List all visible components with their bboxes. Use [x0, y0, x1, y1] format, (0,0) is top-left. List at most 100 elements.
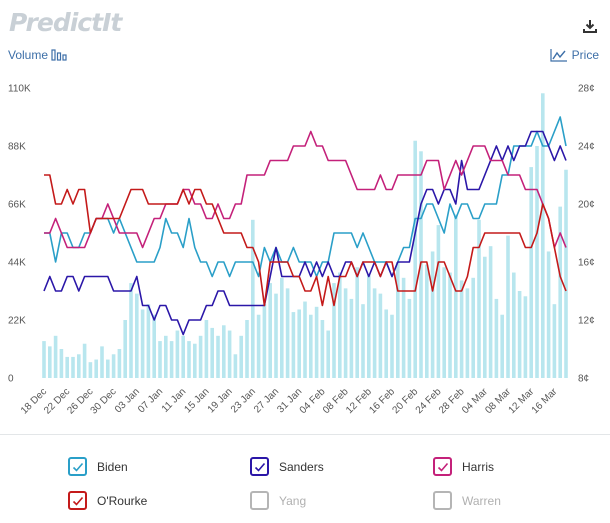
- volume-bar: [146, 304, 151, 378]
- series-line-harris: [44, 130, 567, 249]
- volume-bar: [401, 277, 406, 378]
- right-tick-label: 12¢: [578, 316, 595, 327]
- left-tick-label: 22K: [8, 316, 26, 327]
- volume-bar: [82, 343, 87, 378]
- legend-label: Biden: [97, 459, 128, 474]
- volume-bar: [407, 298, 412, 378]
- volume-bar: [204, 320, 209, 378]
- checkbox[interactable]: [250, 491, 269, 510]
- volume-bar: [494, 298, 499, 378]
- x-tick-label: 23 Jan: [229, 386, 258, 415]
- left-tick-label: 88K: [8, 142, 26, 153]
- volume-bar: [517, 291, 522, 378]
- legend-label: Yang: [279, 493, 307, 508]
- volume-bar: [216, 335, 220, 378]
- volume-bar: [239, 335, 243, 378]
- volume-bar: [280, 277, 284, 378]
- volume-bar: [378, 293, 383, 378]
- volume-bar: [233, 354, 238, 378]
- volume-bar: [384, 309, 388, 378]
- right-tick-label: 8¢: [578, 374, 589, 385]
- volume-bar: [227, 330, 232, 378]
- volume-bar: [535, 146, 539, 378]
- volume-bar: [326, 330, 330, 378]
- right-tick-label: 16¢: [578, 258, 595, 269]
- volume-bar: [245, 320, 249, 378]
- right-tick-label: 20¢: [578, 200, 595, 211]
- right-tick-label: 24¢: [578, 142, 595, 153]
- volume-bar: [117, 349, 122, 378]
- checkbox[interactable]: [68, 457, 87, 476]
- volume-bar: [152, 314, 156, 378]
- left-tick-label: 0: [8, 374, 14, 385]
- bar-chart-icon: [51, 49, 67, 61]
- volume-bar: [169, 341, 174, 378]
- legend-item-warren[interactable]: Warren: [433, 491, 501, 510]
- volume-bar: [413, 140, 417, 378]
- volume-bar: [251, 219, 255, 378]
- series-lines: [43, 116, 567, 336]
- volume-bar: [309, 314, 313, 378]
- chart-header: PredictIt Volume Price: [0, 0, 610, 80]
- right-tick-label: 28¢: [578, 84, 595, 95]
- volume-bar: [88, 362, 93, 378]
- volume-bar: [430, 251, 435, 378]
- legend-item-orourke[interactable]: O'Rourke: [68, 491, 147, 510]
- checkbox[interactable]: [433, 457, 452, 476]
- volume-bar: [274, 293, 278, 378]
- legend-item-sanders[interactable]: Sanders: [250, 457, 324, 476]
- x-tick-label: 07 Jan: [136, 386, 165, 415]
- volume-bar: [512, 272, 516, 378]
- volume-bar: [436, 225, 441, 378]
- volume-bar: [338, 272, 342, 378]
- checkbox[interactable]: [250, 457, 269, 476]
- volume-label: Volume: [8, 48, 49, 62]
- check-icon: [254, 462, 265, 472]
- volume-bar: [488, 246, 493, 378]
- price-toggle[interactable]: Price: [550, 48, 599, 62]
- volume-bar: [477, 219, 481, 378]
- legend-item-harris[interactable]: Harris: [433, 457, 494, 476]
- volume-bar: [506, 235, 510, 378]
- volume-bar: [222, 325, 226, 378]
- legend-item-biden[interactable]: Biden: [68, 457, 128, 476]
- volume-bar: [390, 314, 394, 378]
- volume-bar: [541, 93, 545, 378]
- volume-bar: [442, 267, 446, 378]
- volume-bar: [129, 283, 133, 378]
- volume-bar: [303, 301, 307, 378]
- predictit-logo: PredictIt: [9, 8, 122, 37]
- volume-bar: [135, 293, 139, 378]
- volume-bar: [297, 309, 301, 378]
- volume-bar: [500, 314, 504, 378]
- checkbox[interactable]: [433, 491, 452, 510]
- download-icon[interactable]: [582, 18, 598, 34]
- volume-bar: [396, 262, 400, 378]
- volume-bar: [529, 167, 533, 378]
- left-tick-label: 110K: [8, 84, 31, 95]
- legend-label: Warren: [462, 493, 501, 508]
- volume-toggle[interactable]: Volume: [8, 48, 67, 62]
- volume-bar: [94, 359, 98, 378]
- volume-bar: [198, 335, 203, 378]
- volume-bar: [523, 296, 528, 378]
- checkbox[interactable]: [68, 491, 87, 510]
- check-icon: [72, 496, 83, 506]
- volume-bar: [262, 304, 267, 378]
- volume-bar: [181, 335, 185, 378]
- left-tick-label: 44K: [8, 258, 26, 269]
- price-label: Price: [571, 48, 599, 62]
- volume-bar: [53, 335, 58, 378]
- y-axis-ticks: 0 22K 44K 66K 88K 110K 8¢ 12¢ 16¢ 20¢ 24¢ 28¢: [8, 84, 595, 385]
- volume-bar: [314, 306, 319, 378]
- series-line-orourke: [44, 174, 567, 307]
- left-tick-label: 66K: [8, 200, 26, 211]
- legend-item-yang[interactable]: Yang: [250, 491, 306, 510]
- check-icon: [72, 462, 83, 472]
- x-tick-label: 15 Jan: [183, 386, 212, 415]
- volume-bar: [59, 349, 64, 378]
- x-tick-label: 19 Jan: [206, 386, 235, 415]
- volume-bar: [459, 280, 464, 378]
- volume-bar: [175, 330, 180, 378]
